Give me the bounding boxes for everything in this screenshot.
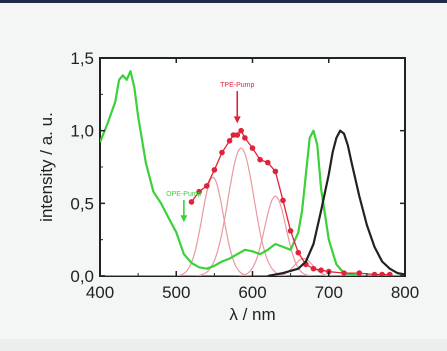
data-point — [257, 156, 263, 163]
data-point — [371, 271, 378, 276]
data-point — [310, 265, 317, 272]
series-line-green-line — [100, 70, 405, 276]
annotation-label: TPE-Pump — [220, 82, 254, 89]
annotation-arrow-head — [233, 116, 241, 124]
gaussian-component-2 — [100, 147, 405, 276]
bottom-band — [0, 339, 447, 351]
annotation-label: OPE-Pump — [166, 191, 202, 198]
x-axis-label: λ / nm — [229, 305, 275, 324]
data-point — [226, 138, 233, 144]
x-tick-label: 800 — [391, 283, 419, 302]
data-point — [238, 127, 244, 134]
x-tick-label: 600 — [238, 283, 266, 302]
data-point — [230, 132, 237, 138]
data-point — [196, 188, 202, 195]
top-rule — [0, 0, 447, 3]
data-point — [234, 132, 241, 138]
data-point — [219, 149, 225, 156]
data-point — [249, 145, 256, 151]
data-point — [188, 199, 195, 205]
data-point — [272, 168, 279, 175]
data-point — [295, 249, 302, 256]
plot-area — [99, 57, 406, 277]
annotation-arrow-head — [180, 215, 188, 223]
y-tick-label: 0,5 — [70, 194, 94, 213]
gaussian-component-3 — [100, 195, 405, 276]
y-axis-label: intensity / a. u. — [37, 112, 56, 222]
data-point — [211, 167, 218, 173]
y-tick-label: 0,0 — [70, 267, 94, 286]
data-point — [280, 197, 286, 204]
data-point — [379, 271, 385, 276]
data-point — [242, 135, 248, 141]
data-point — [387, 271, 393, 276]
series-line-black-line — [267, 129, 405, 276]
y-tick-label: 1,0 — [70, 122, 94, 141]
x-tick-label: 700 — [315, 283, 343, 302]
data-point — [265, 159, 271, 166]
x-tick-label: 400 — [86, 283, 114, 302]
x-tick-label: 500 — [162, 283, 190, 302]
y-tick-label: 1,5 — [70, 49, 94, 68]
data-point — [204, 183, 210, 189]
data-point — [341, 270, 347, 276]
data-point — [356, 270, 363, 276]
data-point — [318, 267, 324, 274]
data-point — [287, 228, 294, 234]
